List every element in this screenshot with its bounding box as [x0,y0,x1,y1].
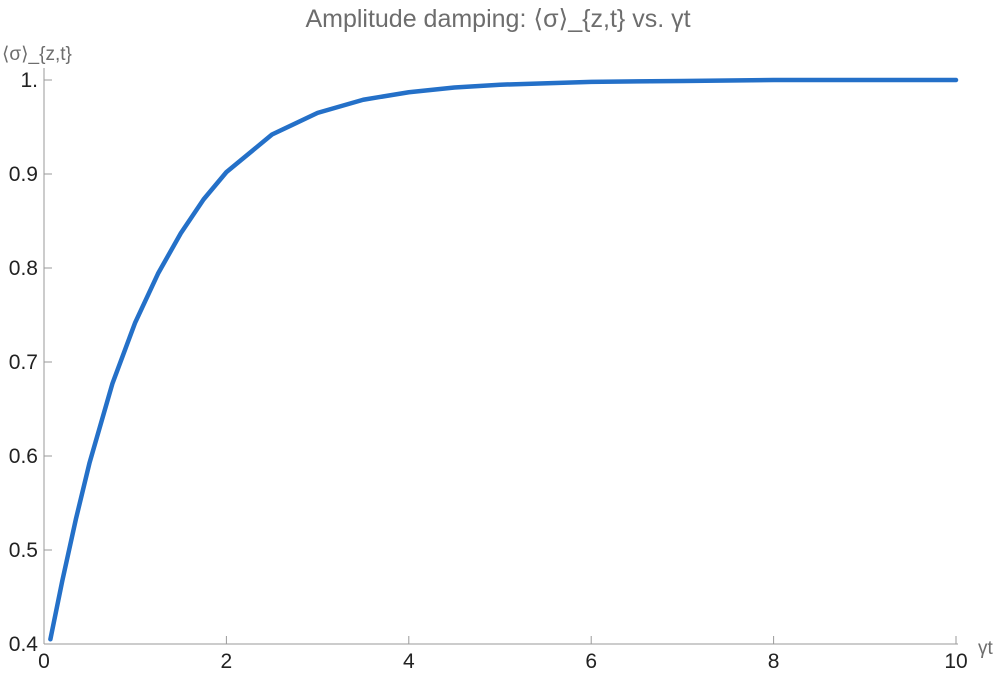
x-tick-label: 8 [768,650,780,673]
x-tick-label: 0 [38,650,50,673]
x-tick-label: 6 [585,650,597,673]
x-tick-label: 2 [221,650,233,673]
x-tick-label: 4 [403,650,415,673]
x-tick-label: 10 [944,650,967,673]
y-tick-label: 1. [20,69,38,92]
y-tick-label: 0.9 [9,163,38,186]
y-tick-label: 0.5 [9,539,38,562]
x-axis-label: γt [978,638,994,659]
chart-title: Amplitude damping: ⟨σ⟩_{z,t} vs. γt [305,5,690,33]
y-tick-label: 0.7 [9,351,38,374]
y-axis-label: ⟨σ⟩_{z,t} [2,44,72,65]
series-group [48,77,959,642]
y-tick-label: 0.6 [9,445,38,468]
y-axis-ticks: 0.4 0.5 0.6 0.7 0.8 0.9 1. [9,69,52,656]
series-line [48,77,959,642]
x-axis-ticks: 0 2 4 6 8 10 [38,636,968,673]
y-tick-label: 0.8 [9,257,38,280]
y-tick-label: 0.4 [9,633,39,656]
